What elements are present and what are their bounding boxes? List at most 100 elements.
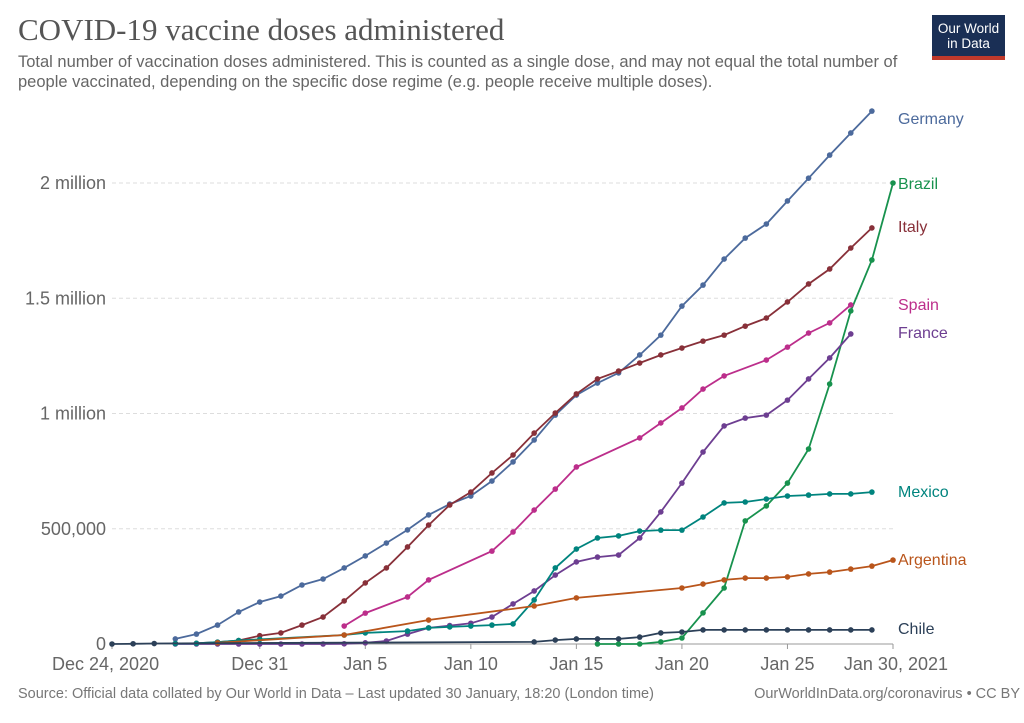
data-point	[425, 577, 432, 583]
data-point	[869, 563, 875, 569]
data-point	[869, 489, 875, 495]
data-point	[847, 627, 854, 633]
data-point	[700, 514, 706, 520]
x-tick-label: Jan 30, 2021	[844, 654, 948, 674]
data-point	[805, 175, 812, 181]
data-point	[531, 603, 537, 609]
data-point	[763, 315, 770, 321]
data-point	[658, 420, 664, 426]
x-tick-label: Jan 20	[655, 654, 709, 674]
data-point	[763, 575, 770, 581]
data-point	[256, 599, 263, 605]
data-point	[468, 493, 474, 499]
data-point	[742, 627, 749, 633]
series-label-argentina: Argentina	[898, 552, 967, 569]
data-point	[404, 628, 411, 634]
data-point	[552, 565, 559, 571]
data-point	[805, 446, 812, 452]
source-link[interactable]: OurWorldInData.org/coronavirus • CC BY	[754, 686, 1020, 702]
data-point	[679, 303, 685, 309]
series-line	[175, 227, 873, 645]
data-point	[446, 624, 453, 630]
data-point	[700, 282, 706, 288]
series-label-spain: Spain	[898, 297, 939, 314]
data-point	[636, 634, 643, 640]
data-point	[594, 380, 601, 386]
x-axis: Dec 24, 2020 Dec 31 Jan 5 Jan 10 Jan 15 Jan 2…	[52, 644, 948, 674]
data-point	[636, 535, 643, 541]
data-point	[742, 575, 749, 581]
data-point	[784, 627, 791, 633]
data-point	[805, 376, 812, 382]
x-tick-label: Dec 31	[231, 654, 288, 674]
data-point	[869, 108, 875, 114]
data-point	[805, 492, 812, 498]
owid-logo[interactable]: Our World in Data	[932, 15, 1005, 60]
data-point	[847, 302, 854, 308]
data-point	[362, 580, 369, 586]
data-point	[784, 397, 791, 403]
data-point	[826, 491, 833, 497]
data-point	[531, 430, 537, 436]
data-point	[594, 535, 601, 541]
series-line	[175, 491, 872, 645]
data-point	[721, 332, 727, 338]
data-point	[742, 499, 749, 505]
data-point	[320, 576, 326, 582]
data-point	[826, 266, 833, 272]
data-point	[531, 588, 537, 594]
y-tick-label: 0	[96, 634, 106, 654]
data-point	[784, 493, 791, 499]
data-point	[700, 449, 706, 455]
data-point	[278, 630, 284, 636]
series-argentina	[214, 557, 896, 646]
data-point	[383, 565, 390, 571]
data-point	[679, 629, 685, 635]
data-point	[847, 491, 854, 497]
data-point	[404, 544, 411, 550]
data-point	[658, 509, 664, 515]
data-point	[679, 345, 685, 351]
data-point	[763, 503, 770, 509]
data-point	[805, 627, 812, 633]
data-point	[320, 614, 326, 620]
data-point	[615, 368, 622, 374]
data-point	[341, 565, 347, 571]
series-label-france: France	[898, 325, 948, 342]
series-line	[217, 559, 894, 644]
data-point	[636, 352, 643, 358]
data-point	[404, 594, 411, 600]
data-point	[425, 625, 432, 631]
data-point	[721, 373, 727, 379]
data-point	[573, 636, 580, 642]
series-label-mexico: Mexico	[898, 484, 949, 501]
data-point	[573, 464, 580, 470]
data-point	[425, 512, 432, 518]
data-point	[425, 617, 432, 623]
series-spain	[341, 302, 854, 629]
data-point	[763, 627, 770, 633]
data-point	[489, 470, 495, 476]
data-point	[890, 557, 896, 563]
data-point	[636, 435, 643, 441]
data-point	[552, 572, 559, 578]
data-point	[531, 507, 537, 513]
data-point	[826, 355, 833, 361]
data-point	[869, 257, 875, 263]
data-point	[278, 641, 284, 647]
data-point	[341, 598, 347, 604]
series-labels: Germany Brazil Italy Spain France Mexico Argen…	[898, 111, 967, 638]
data-point	[826, 627, 833, 633]
chart-subtitle: Total number of vaccination doses admini…	[18, 53, 898, 91]
data-point	[109, 641, 115, 647]
data-point	[721, 256, 727, 262]
data-point	[742, 518, 749, 524]
data-point	[658, 527, 664, 533]
data-point	[615, 636, 622, 642]
series-label-chile: Chile	[898, 621, 935, 638]
data-point	[805, 330, 812, 336]
data-point	[615, 641, 622, 647]
data-point	[784, 574, 791, 580]
data-point	[658, 630, 664, 636]
data-point	[341, 623, 347, 629]
